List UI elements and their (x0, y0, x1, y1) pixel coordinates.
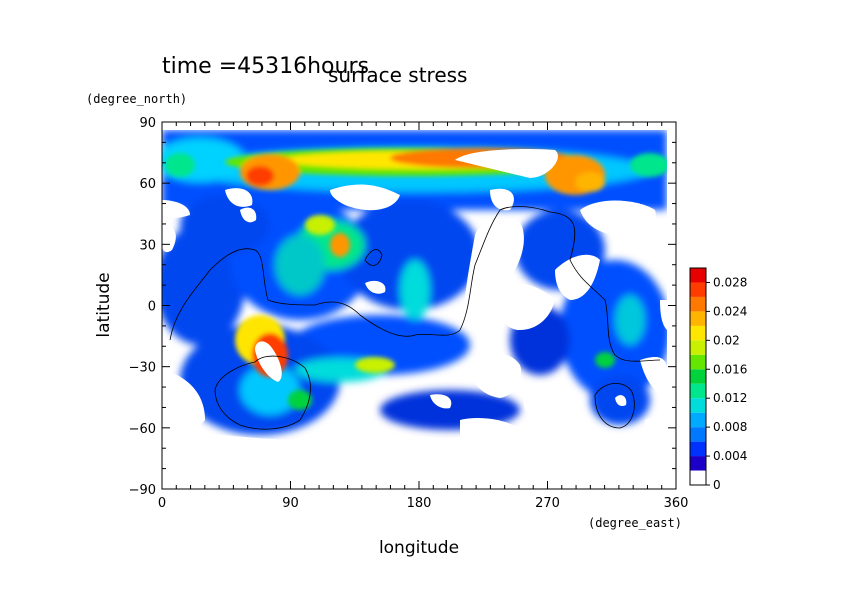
x-tick-label: 0 (158, 496, 166, 511)
x-tick-label: 360 (664, 496, 689, 511)
x-axis-ticks: 0 90 180 270 360 (158, 122, 689, 511)
x-tick-label: 270 (535, 496, 560, 511)
y-tick-label: −60 (129, 422, 156, 437)
y-tick-label: 90 (139, 116, 156, 131)
colorbar-segment (690, 354, 706, 370)
chart-title: surface stress (328, 63, 467, 87)
time-label: time =45316hours (162, 54, 369, 79)
colorbar-segment (690, 412, 706, 428)
y-axis-ticks: 90 60 30 0 −30 −60 −90 (129, 116, 676, 498)
y-tick-label: 0 (148, 300, 156, 315)
x-unit-label: (degree_east) (588, 516, 682, 530)
colorbar-segment (690, 383, 706, 399)
colorbar-segment (690, 470, 706, 485)
x-tick-label: 90 (282, 496, 299, 511)
colorbar-segment (690, 427, 706, 442)
colorbar-label: 0.02 (713, 333, 740, 347)
y-tick-label: 60 (139, 177, 156, 192)
colorbar-segment (690, 369, 706, 384)
colorbar-label: 0.024 (713, 304, 747, 318)
x-tick-label: 180 (407, 496, 432, 511)
y-tick-label: 30 (139, 238, 156, 253)
x-axis-title: longitude (379, 538, 459, 558)
colorbar: 0.028 0.024 0.02 0.016 0.012 0.008 0.004 0 (689, 267, 747, 492)
colorbar-label: 0 (713, 478, 721, 492)
y-axis-title: latitude (94, 272, 114, 337)
colorbar-segment (690, 340, 706, 355)
colorbar-segment (690, 311, 706, 326)
colorbar-frame (689, 267, 707, 486)
colorbar-label: 0.008 (713, 420, 747, 434)
colorbar-segment (690, 296, 706, 312)
colorbar-segment (690, 282, 706, 297)
colorbar-segment (690, 325, 706, 341)
colorbar-label: 0.016 (713, 362, 747, 376)
colorbar-segment (690, 456, 706, 471)
colorbar-label: 0.004 (713, 449, 747, 463)
y-tick-label: −90 (129, 483, 156, 498)
colorbar-segment (690, 441, 706, 457)
y-unit-label: (degree_north) (86, 92, 187, 106)
colorbar-label: 0.012 (713, 391, 747, 405)
colorbar-segment (690, 268, 706, 283)
y-tick-label: −30 (129, 361, 156, 376)
colorbar-segment (690, 398, 706, 413)
stress-field (162, 130, 667, 440)
colorbar-label: 0.028 (713, 275, 747, 289)
